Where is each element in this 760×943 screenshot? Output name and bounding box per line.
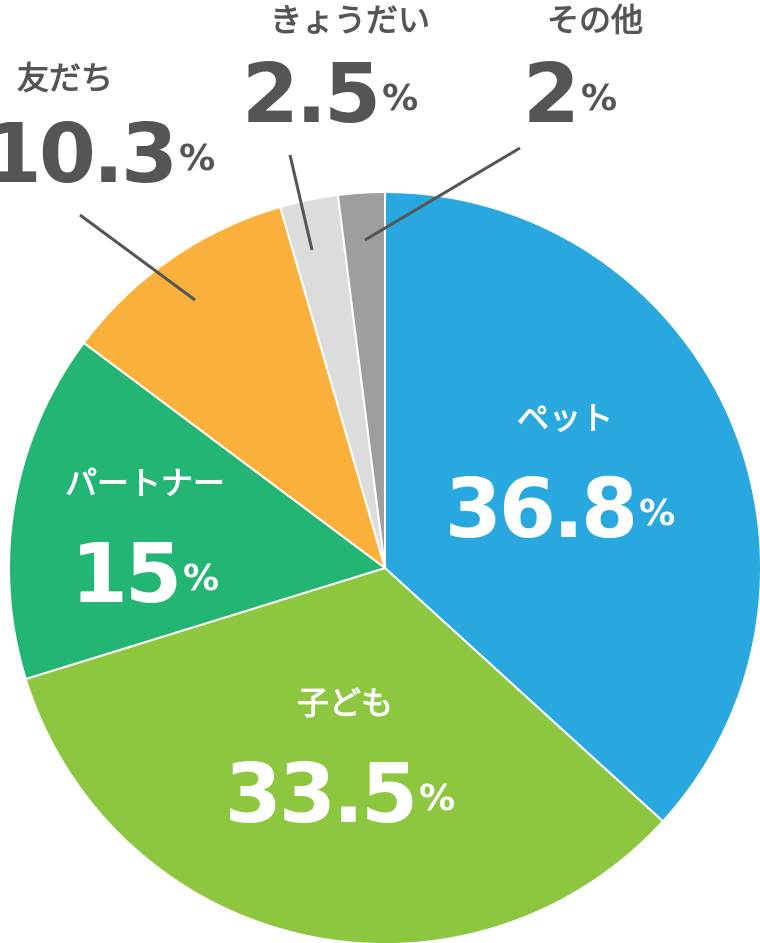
pie-slice	[82, 205, 387, 571]
slice-label: ペット	[517, 399, 613, 437]
value-number: 33.5	[225, 747, 415, 842]
slice-label: その他	[547, 1, 643, 39]
leader-line	[79, 213, 196, 302]
value-number: 15	[71, 527, 179, 622]
leader-line	[288, 154, 314, 251]
value-label: 2%	[523, 47, 617, 142]
value-number: 36.8	[445, 462, 635, 557]
pie-slice	[8, 341, 388, 681]
leader-line	[364, 146, 521, 242]
value-unit: %	[179, 138, 215, 179]
value-unit: %	[183, 558, 219, 599]
pie-slice	[336, 190, 386, 569]
value-label: 2.5%	[242, 47, 418, 142]
value-number: 2	[523, 47, 577, 142]
value-number: 2.5	[242, 47, 378, 142]
slice-label: きょうだい	[270, 1, 430, 39]
value-unit: %	[639, 493, 675, 534]
pie-slice	[24, 566, 665, 943]
value-unit: %	[382, 78, 418, 119]
value-label: 33.5%	[225, 747, 455, 842]
value-unit: %	[581, 78, 617, 119]
value-number: 10.3	[0, 107, 175, 202]
value-unit: %	[419, 778, 455, 819]
slice-label: 子ども	[297, 684, 393, 722]
value-label: 36.8%	[445, 462, 675, 557]
slice-label: 友だち	[17, 59, 113, 97]
value-label: 10.3%	[0, 107, 215, 202]
value-label: 15%	[71, 527, 219, 622]
pie-slice	[384, 190, 760, 823]
slice-label: パートナー	[65, 464, 225, 502]
